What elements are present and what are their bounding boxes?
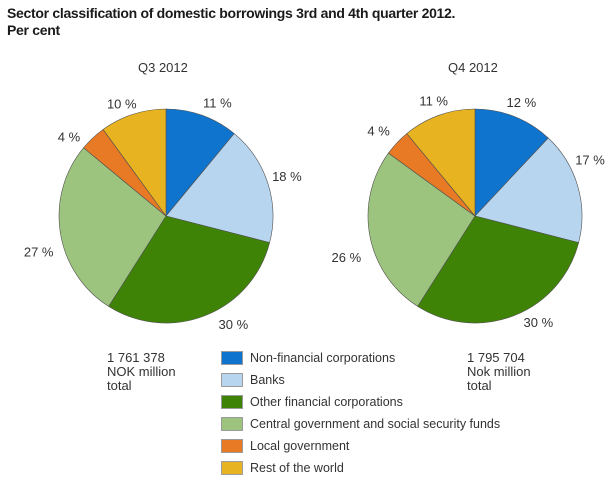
pie-title-q3: Q3 2012: [138, 60, 188, 75]
pie-slice-rest-of-the-world: [102, 108, 167, 217]
pie-slice-banks: [165, 133, 274, 243]
legend-swatch: [221, 372, 243, 387]
legend-label: Banks: [250, 372, 285, 387]
legend-item: Local government: [221, 438, 500, 453]
legend-item: Non-financial corporations: [221, 350, 500, 365]
total-q3-unit: NOK million: [107, 364, 176, 379]
slice-percent-label: 11 %: [203, 96, 232, 111]
legend-label: Central government and social security f…: [250, 416, 501, 431]
slice-percent-label: 10 %: [107, 96, 137, 111]
pie-slice-non-financial-corporations: [474, 108, 549, 217]
legend-label: Other financial corporations: [250, 394, 403, 409]
legend-swatch: [221, 438, 243, 453]
slice-percent-label: 30 %: [219, 317, 249, 332]
pie-slice-non-financial-corporations: [165, 108, 235, 217]
pie-slice-central-government-and-social-security-funds: [58, 147, 167, 307]
pie-slice-central-government-and-social-security-funds: [367, 152, 476, 307]
chart-title: Sector classification of domestic borrow…: [7, 5, 456, 21]
pie-slice-other-financial-corporations: [108, 215, 270, 324]
slice-percent-label: 11 %: [419, 94, 448, 109]
total-q4-word: total: [467, 378, 492, 393]
pie-chart-q4: 12 % 17 % 30 % 26 % 4 % 11 %: [332, 94, 606, 330]
slice-percent-label: 17 %: [575, 153, 605, 168]
legend-label: Rest of the world: [250, 460, 344, 475]
slice-percent-label: 27 %: [24, 244, 54, 259]
slice-percent-label: 30 %: [524, 315, 554, 330]
total-q4-unit: Nok million: [467, 364, 531, 379]
legend-item: Banks: [221, 372, 500, 387]
slice-percent-label: 18 %: [272, 169, 302, 184]
legend-item: Central government and social security f…: [221, 416, 501, 431]
slice-percent-label: 12 %: [507, 95, 537, 110]
total-q3-value: 1 761 378: [107, 350, 165, 365]
total-q4-value: 1 795 704: [467, 350, 525, 365]
legend-label: Non-financial corporations: [250, 350, 396, 365]
legend-swatch: [221, 416, 243, 431]
legend-item: Rest of the world: [221, 460, 500, 475]
legend-swatch: [221, 350, 243, 365]
legend: Non-financial corporations Banks Other f…: [221, 350, 501, 483]
pie-chart-q3: 11 % 18 % 30 % 27 % 4 % 10 %: [24, 96, 302, 332]
legend-swatch: [221, 394, 243, 409]
slice-percent-label: 4 %: [58, 129, 81, 144]
slice-percent-label: 26 %: [332, 250, 362, 265]
slice-percent-label: 4 %: [367, 124, 390, 139]
pie-slice-other-financial-corporations: [417, 215, 579, 324]
total-q3-word: total: [107, 378, 132, 393]
legend-label: Local government: [250, 438, 350, 453]
total-q4: 1 795 704 Nok million total: [467, 351, 531, 393]
pie-slice-banks: [474, 137, 583, 243]
chart-subtitle: Per cent: [7, 22, 60, 38]
pie-title-q4: Q4 2012: [448, 60, 498, 75]
total-q3: 1 761 378 NOK million total: [107, 351, 176, 393]
legend-item: Other financial corporations: [221, 394, 500, 409]
pie-slice-rest-of-the-world: [406, 108, 476, 217]
legend-swatch: [221, 460, 243, 475]
